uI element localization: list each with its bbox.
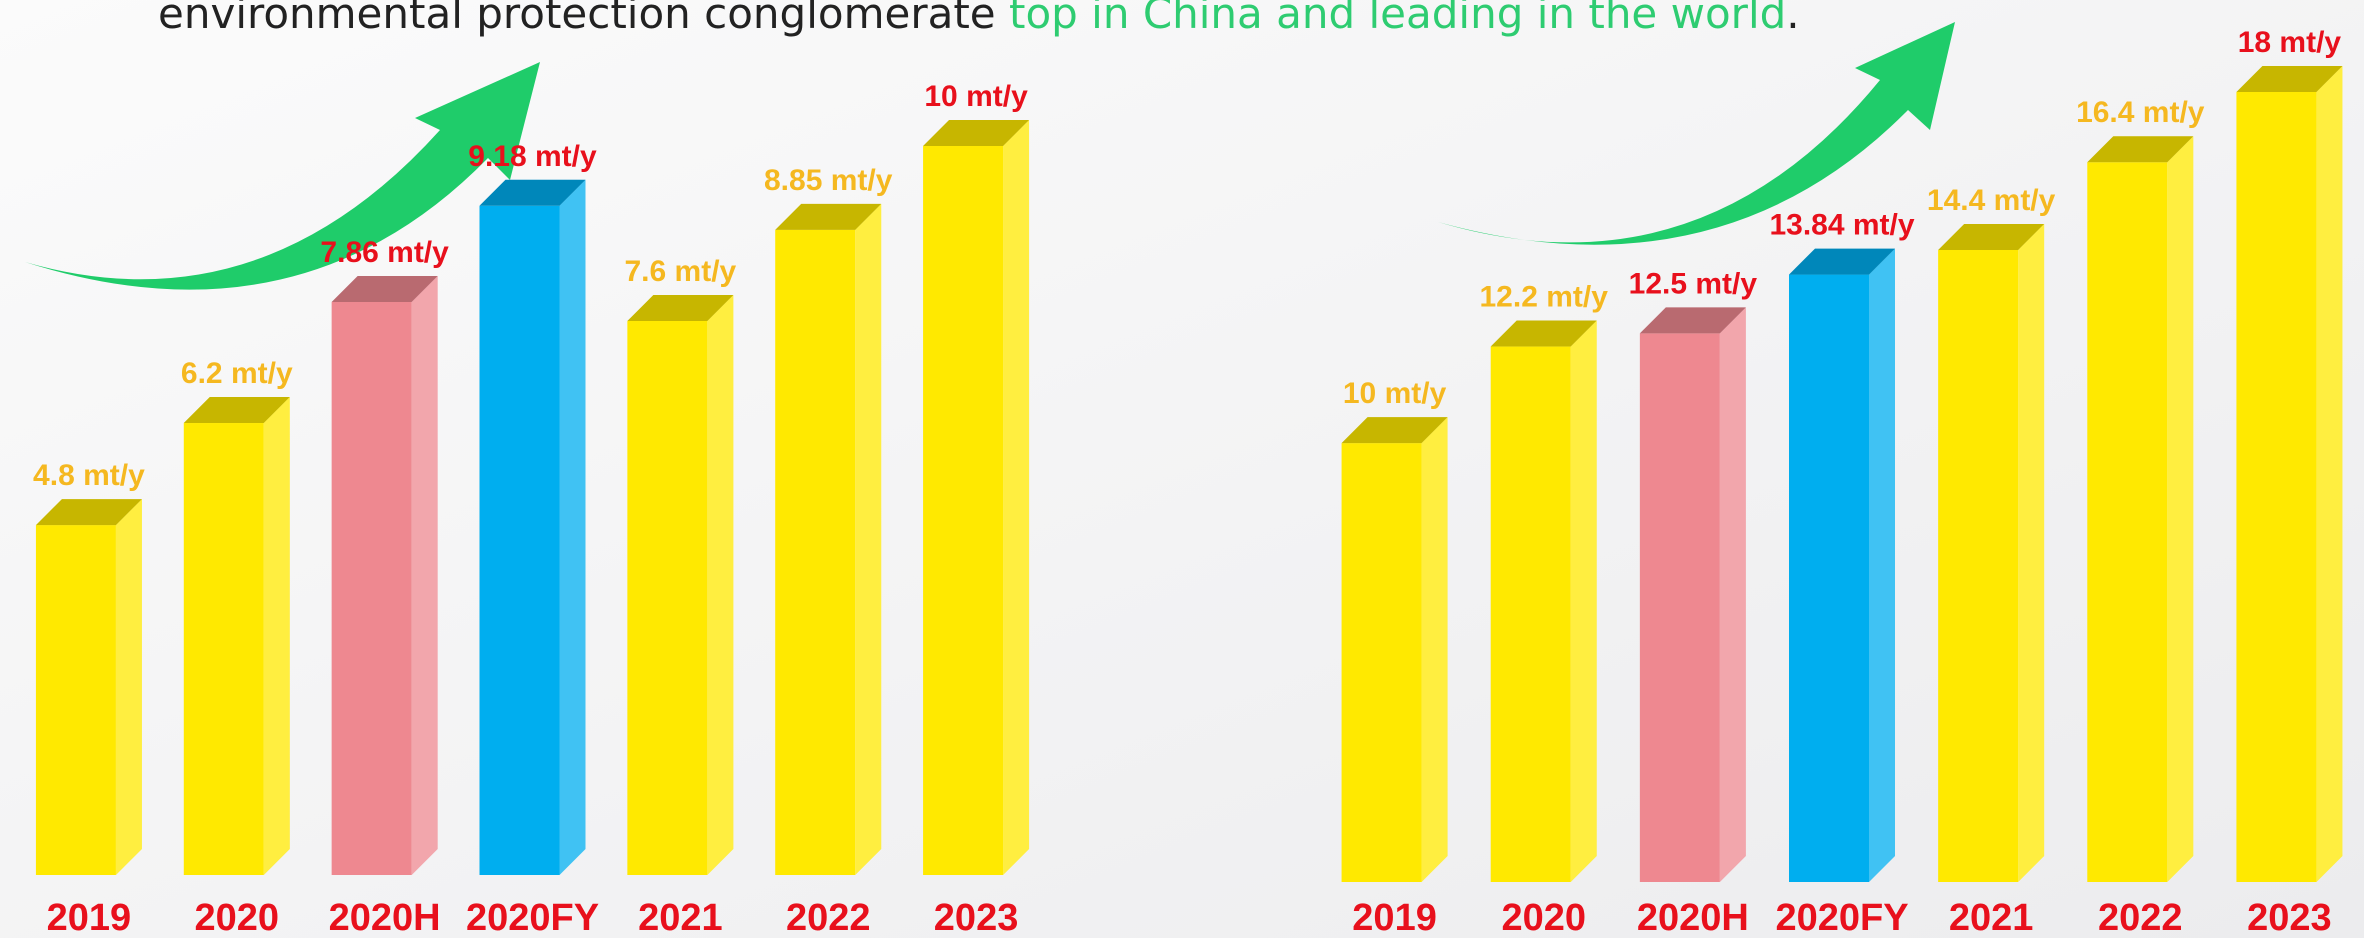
- category-label: 2021: [638, 897, 723, 938]
- category-label: 2023: [2247, 897, 2332, 938]
- headline: environmental protection conglomerate to…: [158, 0, 1800, 38]
- category-label: 2021: [1949, 897, 2034, 938]
- bar: [480, 206, 560, 875]
- bar-side-shade: [2316, 66, 2342, 882]
- category-label: 2022: [2098, 897, 2183, 938]
- category-label: 2020: [195, 897, 280, 938]
- bar: [2087, 162, 2167, 882]
- value-label: 16.4 mt/y: [2076, 96, 2205, 129]
- bar-side-shade: [560, 180, 586, 875]
- category-label: 2023: [934, 897, 1019, 938]
- bar-side-shade: [1869, 249, 1895, 882]
- value-label: 7.6 mt/y: [624, 255, 736, 288]
- value-label: 18 mt/y: [2238, 26, 2342, 59]
- value-label: 14.4 mt/y: [1927, 184, 2056, 217]
- headline-text: environmental protection conglomerate: [158, 0, 1009, 38]
- value-label: 4.8 mt/y: [33, 459, 145, 492]
- value-label: 13.84 mt/y: [1769, 209, 1914, 242]
- category-label: 2020H: [1637, 897, 1749, 938]
- value-label: 12.2 mt/y: [1480, 281, 1609, 314]
- bar: [2236, 92, 2316, 882]
- bar-side-shade: [1571, 321, 1597, 882]
- bar: [1491, 347, 1571, 882]
- bar-side-shade: [412, 276, 438, 875]
- value-label: 10 mt/y: [1343, 377, 1447, 410]
- bar: [1342, 443, 1422, 882]
- bar: [1640, 333, 1720, 882]
- bar: [1938, 250, 2018, 882]
- bar: [1789, 275, 1869, 882]
- bar: [36, 525, 116, 875]
- bar-side-shade: [2167, 136, 2193, 882]
- bar-side-shade: [2018, 224, 2044, 882]
- value-label: 9.18 mt/y: [468, 140, 597, 173]
- page: environmental protection conglomerate to…: [0, 0, 2364, 938]
- value-label: 8.85 mt/y: [764, 164, 893, 197]
- headline-end: .: [1786, 0, 1799, 38]
- category-label: 2022: [786, 897, 871, 938]
- category-label: 2020FY: [466, 897, 599, 938]
- bar-side-shade: [855, 204, 881, 875]
- bar-side-shade: [707, 295, 733, 875]
- bar: [775, 230, 855, 875]
- bar-side-shade: [1422, 417, 1448, 882]
- slide: environmental protection conglomerate to…: [0, 0, 2364, 938]
- bar-side-shade: [1003, 120, 1029, 875]
- category-label: 2020: [1501, 897, 1586, 938]
- value-label: 6.2 mt/y: [181, 357, 293, 390]
- value-label: 12.5 mt/y: [1629, 267, 1758, 300]
- category-label: 2019: [1352, 897, 1437, 938]
- bar: [923, 146, 1003, 875]
- value-label: 10 mt/y: [924, 80, 1028, 113]
- bar-side-shade: [264, 397, 290, 875]
- headline-highlight: top in China and leading in the world: [1009, 0, 1786, 38]
- bar: [627, 321, 707, 875]
- category-label: 2020FY: [1775, 897, 1908, 938]
- bar-side-shade: [116, 499, 142, 875]
- bar: [184, 423, 264, 875]
- category-label: 2019: [47, 897, 132, 938]
- value-label: 7.86 mt/y: [320, 236, 449, 269]
- category-label: 2020H: [329, 897, 441, 938]
- bar: [332, 302, 412, 875]
- bar-side-shade: [1720, 307, 1746, 882]
